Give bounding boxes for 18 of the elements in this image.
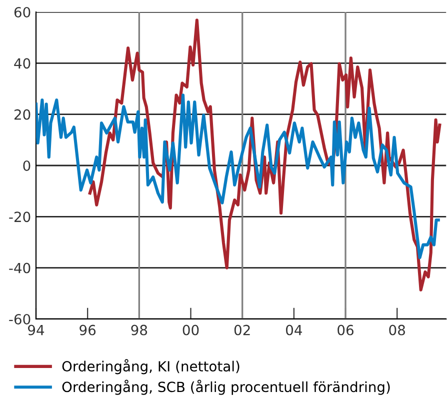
x-tick-label: 08 <box>389 324 405 336</box>
x-tick-label: 00 <box>182 324 199 336</box>
x-tick-label: 04 <box>286 324 302 336</box>
y-tick-label: -60 <box>9 314 30 324</box>
x-tick-label: 94 <box>28 324 44 336</box>
x-tick-label: 02 <box>234 324 250 336</box>
line-series <box>36 94 440 260</box>
x-tick-label: 06 <box>338 324 354 336</box>
y-tick-label: 20 <box>14 109 30 120</box>
y-tick-label: 0 <box>23 160 30 171</box>
y-tick-label: -20 <box>9 212 30 222</box>
legend-label: Orderingång, SCB (årlig procentuell förändring) <box>62 380 390 395</box>
y-tick-label: 60 <box>14 6 30 18</box>
x-tick-label: 96 <box>80 324 96 336</box>
y-tick-label: -40 <box>9 262 30 274</box>
x-tick-label: 98 <box>131 324 148 336</box>
y-tick-label: 40 <box>14 58 30 69</box>
legend-label: Orderingång, KI (nettotal) <box>62 359 240 374</box>
